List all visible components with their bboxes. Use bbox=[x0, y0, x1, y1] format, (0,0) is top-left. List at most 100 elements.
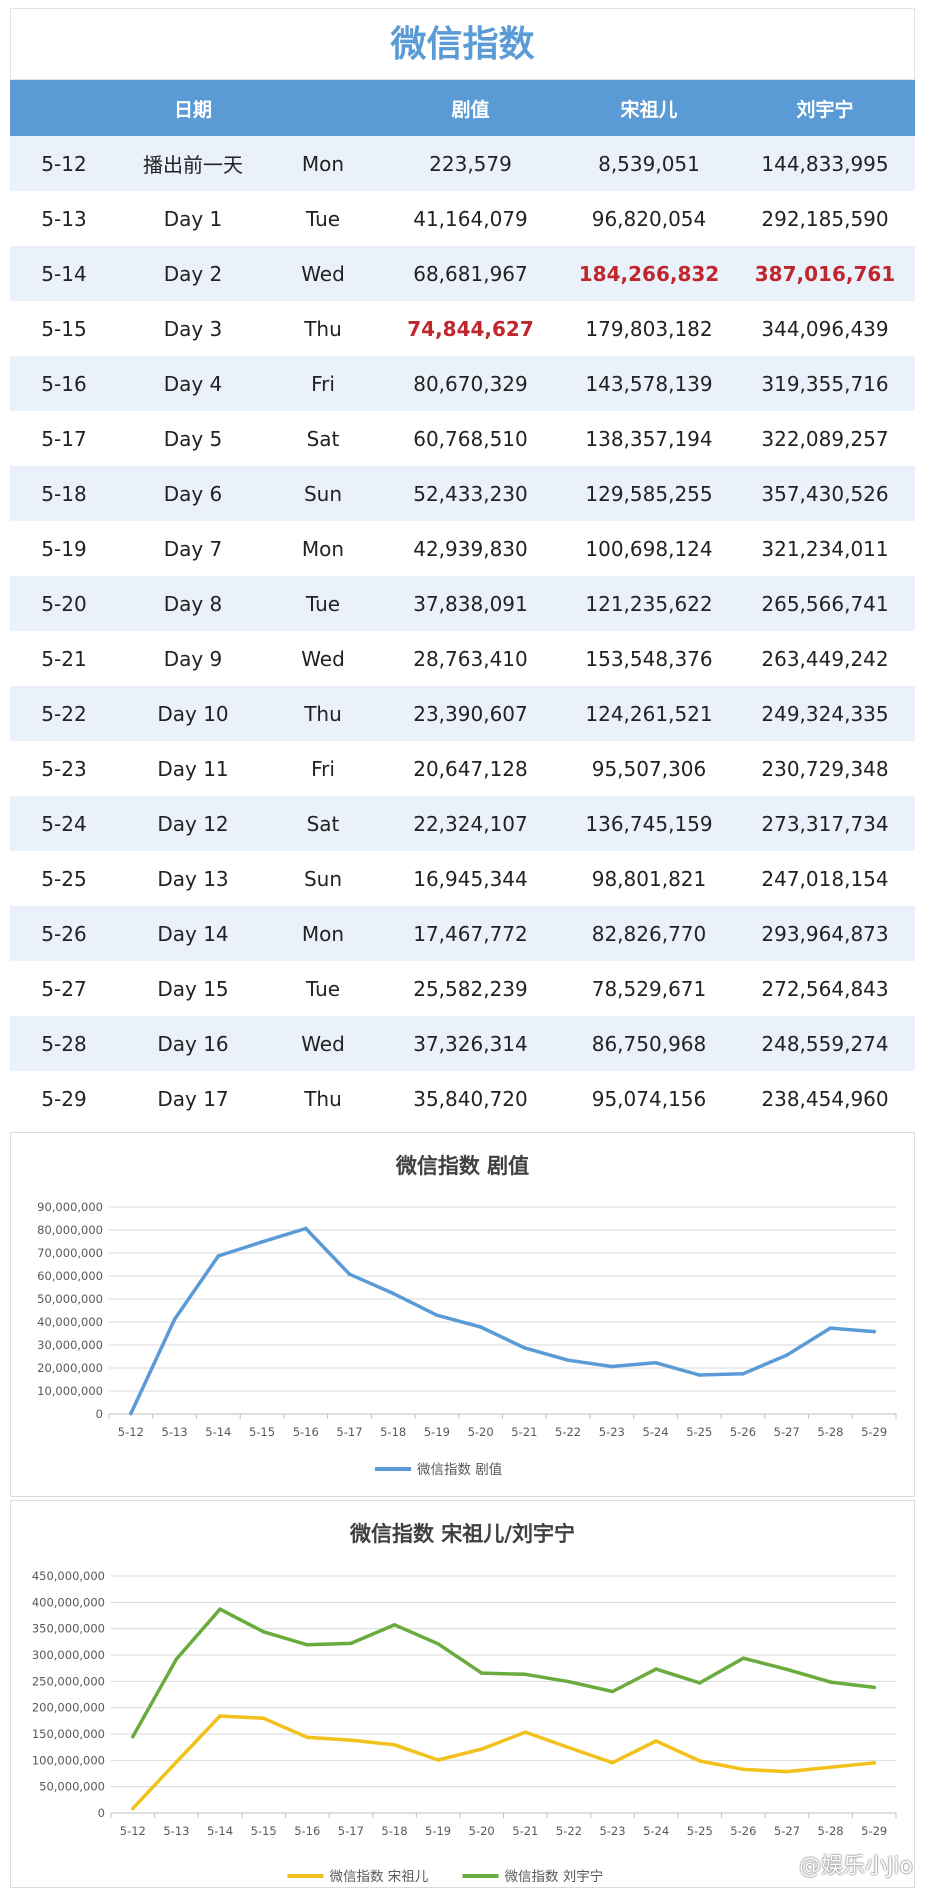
cell-date: 5-22 bbox=[41, 701, 87, 726]
x-tick-label: 5-12 bbox=[120, 1824, 146, 1838]
cell-show-value: 22,324,107 bbox=[413, 811, 528, 836]
data-point bbox=[741, 1656, 746, 1660]
data-point bbox=[697, 1681, 702, 1685]
cell-day: Day 10 bbox=[157, 701, 229, 726]
data-point bbox=[610, 1760, 615, 1765]
table-header-row: 日期 剧值 宋祖儿 刘宇宁 bbox=[10, 80, 915, 136]
table-row: 5-27 Day 15 Tue 25,582,239 78,529,671 272,564… bbox=[10, 961, 915, 1016]
cell-date: 5-24 bbox=[41, 811, 87, 836]
x-tick-label: 5-18 bbox=[380, 1425, 406, 1439]
cell-liu-value: 273,317,734 bbox=[761, 811, 889, 836]
x-tick-label: 5-21 bbox=[511, 1425, 537, 1439]
x-tick-label: 5-28 bbox=[817, 1425, 843, 1439]
cell-weekday: Wed bbox=[301, 261, 345, 286]
cell-liu-value: 293,964,873 bbox=[761, 921, 889, 946]
table-row: 5-24 Day 12 Sat 22,324,107 136,745,159 273,31… bbox=[10, 796, 915, 851]
y-tick-label: 200,000,000 bbox=[32, 1701, 105, 1715]
x-tick-label: 5-13 bbox=[163, 1824, 189, 1838]
cell-liu-value: 238,454,960 bbox=[761, 1086, 889, 1111]
data-point bbox=[305, 1643, 310, 1647]
cell-day: Day 4 bbox=[163, 371, 223, 396]
data-point bbox=[174, 1657, 179, 1661]
cell-date: 5-15 bbox=[41, 316, 87, 341]
cell-weekday: Sat bbox=[306, 426, 340, 451]
x-tick-label: 5-16 bbox=[293, 1425, 319, 1439]
cell-song-value: 96,820,054 bbox=[591, 206, 707, 231]
x-tick-label: 5-29 bbox=[861, 1425, 887, 1439]
cell-day: Day 12 bbox=[157, 811, 229, 836]
data-point bbox=[566, 1358, 570, 1363]
data-point bbox=[567, 1745, 571, 1750]
x-tick-label: 5-16 bbox=[294, 1824, 320, 1838]
data-point bbox=[872, 1685, 876, 1690]
cell-liu-value: 249,324,335 bbox=[761, 701, 889, 726]
x-tick-label: 5-20 bbox=[468, 1425, 494, 1439]
table-row: 5-12 播出前一天 Mon 223,579 8,539,051 144,833,995 bbox=[10, 136, 915, 191]
cell-day: Day 6 bbox=[163, 481, 223, 506]
x-tick-label: 5-24 bbox=[642, 1425, 668, 1439]
cell-show-value: 52,433,230 bbox=[413, 481, 528, 506]
cell-day: 播出前一天 bbox=[143, 153, 243, 177]
y-tick-label: 350,000,000 bbox=[32, 1622, 105, 1636]
cell-day: Day 8 bbox=[163, 591, 223, 616]
legend-label: 微信指数 刘宇宁 bbox=[505, 1868, 604, 1885]
legend-label: 微信指数 剧值 bbox=[417, 1462, 502, 1478]
cell-liu-value: 387,016,761 bbox=[754, 261, 896, 286]
data-point bbox=[784, 1353, 789, 1357]
y-tick-label: 20,000,000 bbox=[37, 1361, 103, 1375]
chart-show-index-svg: 微信指数 剧值 0 10,000,000 20,000,000 30,000,000 40… bbox=[37, 1154, 897, 1478]
cell-liu-value: 357,430,526 bbox=[761, 481, 889, 506]
cell-day: Day 16 bbox=[157, 1031, 229, 1056]
x-tick-label: 5-19 bbox=[425, 1824, 451, 1838]
data-point bbox=[785, 1769, 789, 1774]
data-point bbox=[610, 1689, 615, 1694]
cell-show-value: 41,164,079 bbox=[413, 206, 528, 231]
header-cell-date: 日期 bbox=[173, 98, 212, 121]
y-tick-label: 80,000,000 bbox=[37, 1223, 103, 1237]
x-tick-label: 5-18 bbox=[381, 1824, 407, 1838]
x-tick-label: 5-24 bbox=[643, 1824, 669, 1838]
cell-date: 5-28 bbox=[41, 1031, 87, 1056]
y-tick-label: 60,000,000 bbox=[37, 1269, 103, 1283]
data-point bbox=[697, 1373, 702, 1377]
cell-song-value: 143,578,139 bbox=[585, 371, 713, 396]
cell-date: 5-27 bbox=[41, 976, 87, 1001]
cell-show-value: 68,681,967 bbox=[413, 261, 528, 286]
data-point bbox=[523, 1672, 528, 1677]
y-tick-label: 0 bbox=[96, 1407, 103, 1421]
data-point bbox=[172, 1317, 177, 1322]
data-point bbox=[392, 1622, 397, 1627]
y-tick-label: 250,000,000 bbox=[32, 1674, 105, 1688]
x-tick-label: 5-29 bbox=[861, 1824, 887, 1838]
y-tick-label: 90,000,000 bbox=[37, 1200, 103, 1214]
cell-liu-value: 247,018,154 bbox=[761, 866, 889, 891]
table-row: 5-22 Day 10 Thu 23,390,607 124,261,521 249,32… bbox=[10, 686, 915, 741]
cell-show-value: 23,390,607 bbox=[413, 701, 528, 726]
cell-weekday: Fri bbox=[311, 371, 335, 396]
cell-song-value: 129,585,255 bbox=[585, 481, 713, 506]
data-point bbox=[654, 1667, 658, 1671]
cell-weekday: Mon bbox=[301, 536, 345, 561]
data-point bbox=[828, 1326, 833, 1330]
header-cell-liu: 刘宇宁 bbox=[796, 98, 854, 121]
x-tick-label: 5-15 bbox=[249, 1425, 275, 1439]
table-row: 5-17 Day 5 Sat 60,768,510 138,357,194 322,089… bbox=[10, 411, 915, 466]
data-point bbox=[479, 1671, 484, 1675]
x-tick-label: 5-19 bbox=[424, 1425, 450, 1439]
x-tick-label: 5-23 bbox=[599, 1425, 625, 1439]
data-point bbox=[347, 1272, 352, 1277]
header-cell-show: 剧值 bbox=[451, 98, 490, 121]
y-tick-label: 0 bbox=[98, 1806, 105, 1820]
series-line bbox=[129, 1226, 876, 1416]
y-tick-label: 40,000,000 bbox=[37, 1315, 103, 1329]
cell-weekday: Thu bbox=[304, 316, 342, 341]
table-row: 5-20 Day 8 Tue 37,838,091 121,235,622 265,566… bbox=[10, 576, 915, 631]
data-point bbox=[654, 1739, 658, 1743]
cell-weekday: Wed bbox=[301, 646, 345, 671]
table-row: 5-26 Day 14 Mon 17,467,772 82,826,770 293,964… bbox=[10, 906, 915, 961]
table-row: 5-14 Day 2 Wed 68,681,967 184,266,832 387,016… bbox=[10, 246, 915, 301]
cell-day: Day 15 bbox=[157, 976, 229, 1001]
cell-liu-value: 272,564,843 bbox=[761, 976, 889, 1001]
cell-weekday: Mon bbox=[301, 151, 345, 176]
cell-liu-value: 321,234,011 bbox=[761, 536, 889, 561]
